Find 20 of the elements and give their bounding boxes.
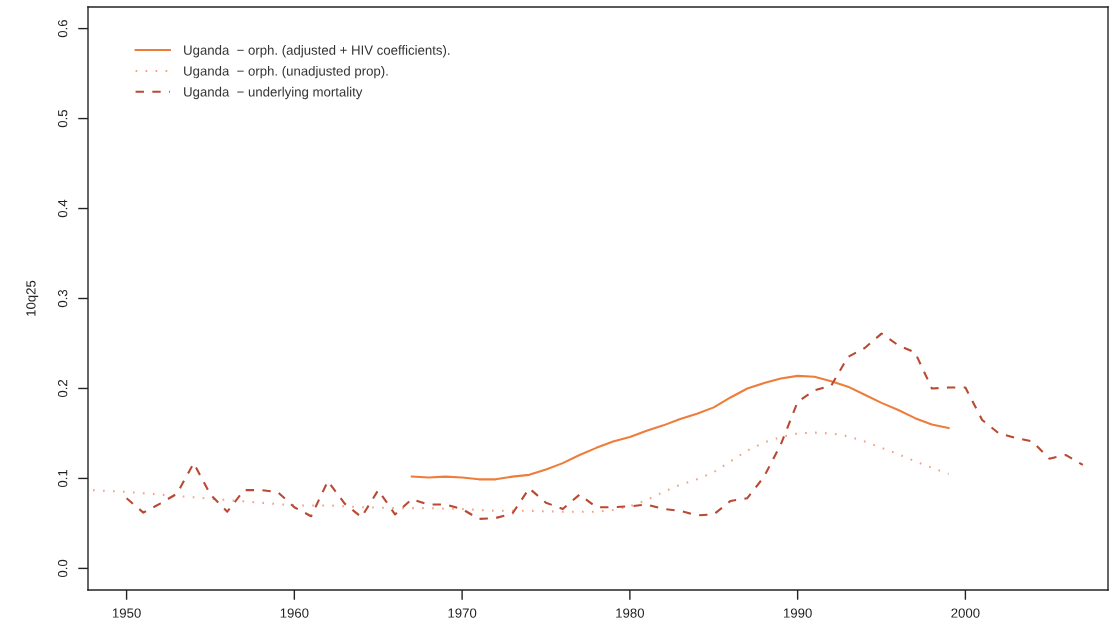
y-tick-label: 0.1 xyxy=(57,469,68,488)
legend-label: Uganda − orph. (adjusted + HIV coefficients). xyxy=(184,45,450,58)
y-tick-label: 0.5 xyxy=(57,109,68,128)
x-tick-label: 2000 xyxy=(951,608,980,618)
legend-label: Uganda − orph. (unadjusted prop). xyxy=(184,65,388,79)
x-tick-label: 1950 xyxy=(112,608,141,618)
y-tick-label: 0.3 xyxy=(57,289,68,308)
line-series xyxy=(91,431,950,513)
y-tick-label: 0.6 xyxy=(57,20,68,38)
line-series xyxy=(125,332,1084,520)
x-tick-label: 1970 xyxy=(448,608,477,618)
x-tick-label: 1980 xyxy=(616,608,645,618)
x-tick-label: 1990 xyxy=(783,608,812,618)
y-tick-label: 0.0 xyxy=(57,559,68,578)
line-series xyxy=(410,374,950,481)
x-tick-label: 1960 xyxy=(280,608,309,618)
y-axis-title: 10q25 xyxy=(26,280,39,316)
y-tick-label: 0.2 xyxy=(57,379,68,398)
legend-label: Uganda − underlying mortality xyxy=(184,86,363,100)
y-tick-label: 0.4 xyxy=(57,199,68,218)
